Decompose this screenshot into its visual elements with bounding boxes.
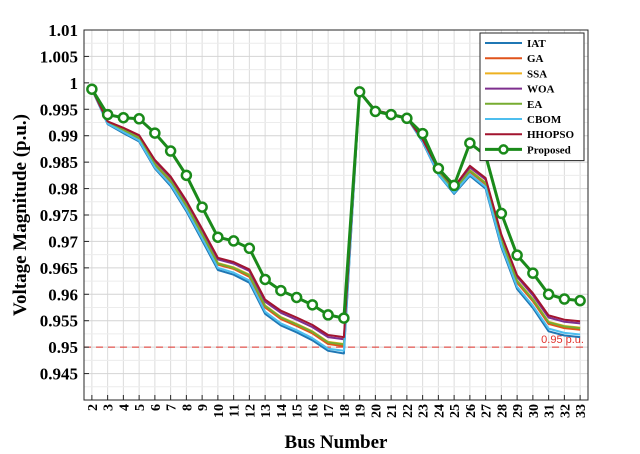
x-tick-label: 12 bbox=[243, 404, 258, 418]
x-tick-label: 26 bbox=[464, 404, 479, 418]
x-tick-label: 4 bbox=[117, 404, 132, 411]
data-point-proposed bbox=[243, 242, 256, 255]
y-tick-label: 0.96 bbox=[48, 285, 78, 304]
data-point-proposed bbox=[369, 105, 382, 118]
x-tick-label: 32 bbox=[558, 404, 573, 418]
x-tick-label: 18 bbox=[338, 404, 353, 418]
data-point-proposed bbox=[164, 145, 177, 157]
data-point-proposed bbox=[275, 284, 287, 297]
legend: IAT GA SSA WOA EA CBOM HHOPSO Proposed bbox=[479, 32, 585, 162]
legend-label-proposed: Proposed bbox=[527, 144, 571, 156]
series-line-hhopso bbox=[91, 88, 581, 339]
data-point-proposed bbox=[180, 169, 193, 182]
data-point-proposed bbox=[511, 249, 523, 261]
y-tick-label: 0.95 bbox=[48, 338, 78, 357]
x-tick-label: 20 bbox=[369, 404, 384, 418]
y-tick-label: 0.965 bbox=[40, 259, 78, 278]
data-point-proposed bbox=[542, 288, 555, 301]
y-tick-label: 0.97 bbox=[48, 232, 78, 251]
series-line-cbom bbox=[90, 88, 581, 352]
data-point-proposed bbox=[353, 86, 366, 98]
x-tick-label: 8 bbox=[180, 404, 195, 411]
data-point-proposed bbox=[322, 309, 334, 321]
y-tick-label: 0.985 bbox=[40, 153, 78, 172]
legend-label-ssa: SSA bbox=[527, 68, 547, 80]
x-tick-label: 21 bbox=[385, 404, 400, 418]
x-tick-label: 27 bbox=[480, 404, 495, 418]
legend-label-cbom: CBOM bbox=[527, 114, 562, 126]
x-tick-label: 30 bbox=[527, 404, 542, 418]
y-tick-label: 0.99 bbox=[48, 127, 78, 146]
legend-label-woa: WOA bbox=[527, 84, 555, 96]
x-tick-label: 3 bbox=[102, 404, 117, 411]
x-axis-title: Bus Number bbox=[285, 432, 388, 453]
data-point-proposed bbox=[401, 112, 413, 125]
data-point-proposed bbox=[290, 291, 303, 304]
x-tick-label: 7 bbox=[165, 404, 180, 411]
x-tick-label: 23 bbox=[417, 404, 432, 418]
data-point-proposed bbox=[416, 127, 429, 140]
data-point-proposed bbox=[495, 207, 508, 220]
data-point-proposed bbox=[385, 108, 397, 121]
data-point-proposed bbox=[212, 231, 224, 243]
x-tick-label: 24 bbox=[432, 404, 447, 418]
legend-label-ga: GA bbox=[527, 53, 544, 65]
data-point-proposed bbox=[149, 127, 161, 139]
data-point-proposed bbox=[448, 179, 460, 192]
data-point-proposed bbox=[338, 312, 350, 324]
y-tick-label: 1.01 bbox=[48, 21, 78, 40]
x-tick-label: 13 bbox=[259, 404, 274, 418]
legend-label-iat: IAT bbox=[527, 38, 546, 50]
legend-box bbox=[479, 32, 585, 162]
x-tick-label: 25 bbox=[448, 404, 463, 418]
x-tick-label: 28 bbox=[495, 404, 510, 418]
series-group bbox=[86, 83, 586, 355]
x-tick-label: 11 bbox=[228, 404, 243, 417]
data-point-proposed bbox=[306, 299, 319, 311]
y-tick-label: 0.995 bbox=[40, 100, 78, 119]
x-tick-label: 10 bbox=[212, 404, 227, 418]
x-tick-label: 14 bbox=[275, 404, 290, 418]
x-tick-label: 31 bbox=[543, 404, 558, 418]
legend-label-ea: EA bbox=[527, 99, 542, 111]
data-point-proposed bbox=[527, 267, 539, 279]
data-point-proposed bbox=[86, 83, 98, 95]
data-point-proposed bbox=[259, 273, 271, 286]
y-tick-label: 1 bbox=[70, 74, 79, 93]
data-point-proposed bbox=[101, 108, 114, 121]
data-point-proposed bbox=[558, 293, 571, 305]
x-tick-label: 2 bbox=[86, 404, 101, 411]
data-point-proposed bbox=[464, 137, 476, 149]
x-tick-label: 15 bbox=[291, 404, 306, 418]
y-tick-label: 0.98 bbox=[48, 180, 78, 199]
x-tick-label: 29 bbox=[511, 404, 526, 418]
x-tick-label: 5 bbox=[133, 404, 148, 411]
series-line-ea bbox=[90, 88, 581, 346]
x-tick-label: 22 bbox=[401, 404, 416, 418]
data-point-proposed bbox=[117, 111, 130, 124]
y-tick-label: 0.955 bbox=[40, 312, 78, 331]
x-tick-label: 19 bbox=[354, 404, 369, 418]
y-tick-label: 0.975 bbox=[40, 206, 78, 225]
x-tick-label: 9 bbox=[196, 404, 211, 411]
y-tick-label: 1.005 bbox=[40, 47, 78, 66]
x-tick-label: 6 bbox=[149, 404, 164, 411]
y-axis-title: Voltage Magnitude (p.u.) bbox=[10, 114, 31, 316]
x-tick-label: 17 bbox=[322, 404, 337, 418]
legend-marker-proposed bbox=[498, 144, 509, 155]
data-point-proposed bbox=[574, 294, 586, 307]
data-point-proposed bbox=[133, 113, 145, 125]
y-tick-label: 0.945 bbox=[40, 365, 78, 384]
data-point-proposed bbox=[432, 162, 445, 175]
data-point-proposed bbox=[196, 201, 208, 213]
data-point-proposed bbox=[227, 235, 240, 247]
legend-label-hhopso: HHOPSO bbox=[527, 129, 575, 141]
x-tick-label: 16 bbox=[306, 404, 321, 418]
x-tick-label: 33 bbox=[574, 404, 589, 418]
axes: 0.945 0.95 0.955 0.96 0.965 0.97 0.975 0.98 0.98… bbox=[40, 21, 589, 418]
